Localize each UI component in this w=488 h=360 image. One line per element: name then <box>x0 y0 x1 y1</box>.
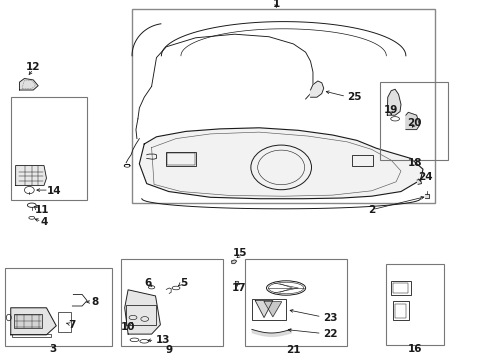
Text: 4: 4 <box>40 217 48 227</box>
Text: 12: 12 <box>26 62 41 72</box>
Text: 10: 10 <box>121 322 135 332</box>
Bar <box>386 264 443 345</box>
Text: 5: 5 <box>180 278 186 288</box>
Bar <box>394 304 405 318</box>
Text: 25: 25 <box>346 92 361 102</box>
Bar <box>5 268 112 346</box>
Bar <box>126 305 155 325</box>
Text: 13: 13 <box>155 335 170 345</box>
Text: 16: 16 <box>407 344 421 354</box>
Text: 19: 19 <box>383 105 398 115</box>
Bar <box>380 82 447 160</box>
Polygon shape <box>20 78 38 90</box>
Polygon shape <box>139 128 422 199</box>
Text: 8: 8 <box>92 297 99 307</box>
Polygon shape <box>16 166 46 185</box>
Polygon shape <box>264 302 281 317</box>
Text: 1: 1 <box>272 0 279 9</box>
Text: 20: 20 <box>407 118 421 128</box>
Polygon shape <box>386 89 400 115</box>
Bar <box>166 152 195 166</box>
Polygon shape <box>234 281 237 284</box>
Text: 15: 15 <box>232 248 246 258</box>
Text: 6: 6 <box>144 278 151 288</box>
Text: 23: 23 <box>322 312 337 323</box>
Polygon shape <box>255 301 272 318</box>
Bar <box>14 314 42 328</box>
Polygon shape <box>310 81 323 97</box>
Text: 22: 22 <box>322 329 337 339</box>
Bar <box>167 153 194 165</box>
Bar <box>121 259 223 346</box>
Text: 3: 3 <box>49 344 56 354</box>
Text: 2: 2 <box>367 205 374 215</box>
Text: 18: 18 <box>407 158 421 168</box>
Text: 24: 24 <box>418 172 432 182</box>
Text: 9: 9 <box>165 345 172 355</box>
Bar <box>12 334 51 337</box>
Polygon shape <box>11 308 56 335</box>
Bar <box>351 155 372 166</box>
Text: 21: 21 <box>285 345 300 355</box>
Bar <box>132 9 434 203</box>
Bar <box>11 97 86 200</box>
Bar <box>251 299 285 320</box>
Polygon shape <box>416 179 421 184</box>
Bar <box>392 283 407 293</box>
Polygon shape <box>231 260 236 264</box>
Bar <box>390 281 410 295</box>
Text: 11: 11 <box>34 205 49 215</box>
Polygon shape <box>124 290 160 334</box>
Text: 17: 17 <box>232 283 246 293</box>
Bar <box>392 301 408 320</box>
Polygon shape <box>425 194 428 198</box>
Text: 14: 14 <box>46 186 61 196</box>
Bar <box>245 259 346 346</box>
Polygon shape <box>405 112 419 130</box>
Text: 7: 7 <box>68 320 76 330</box>
Bar <box>58 312 71 332</box>
